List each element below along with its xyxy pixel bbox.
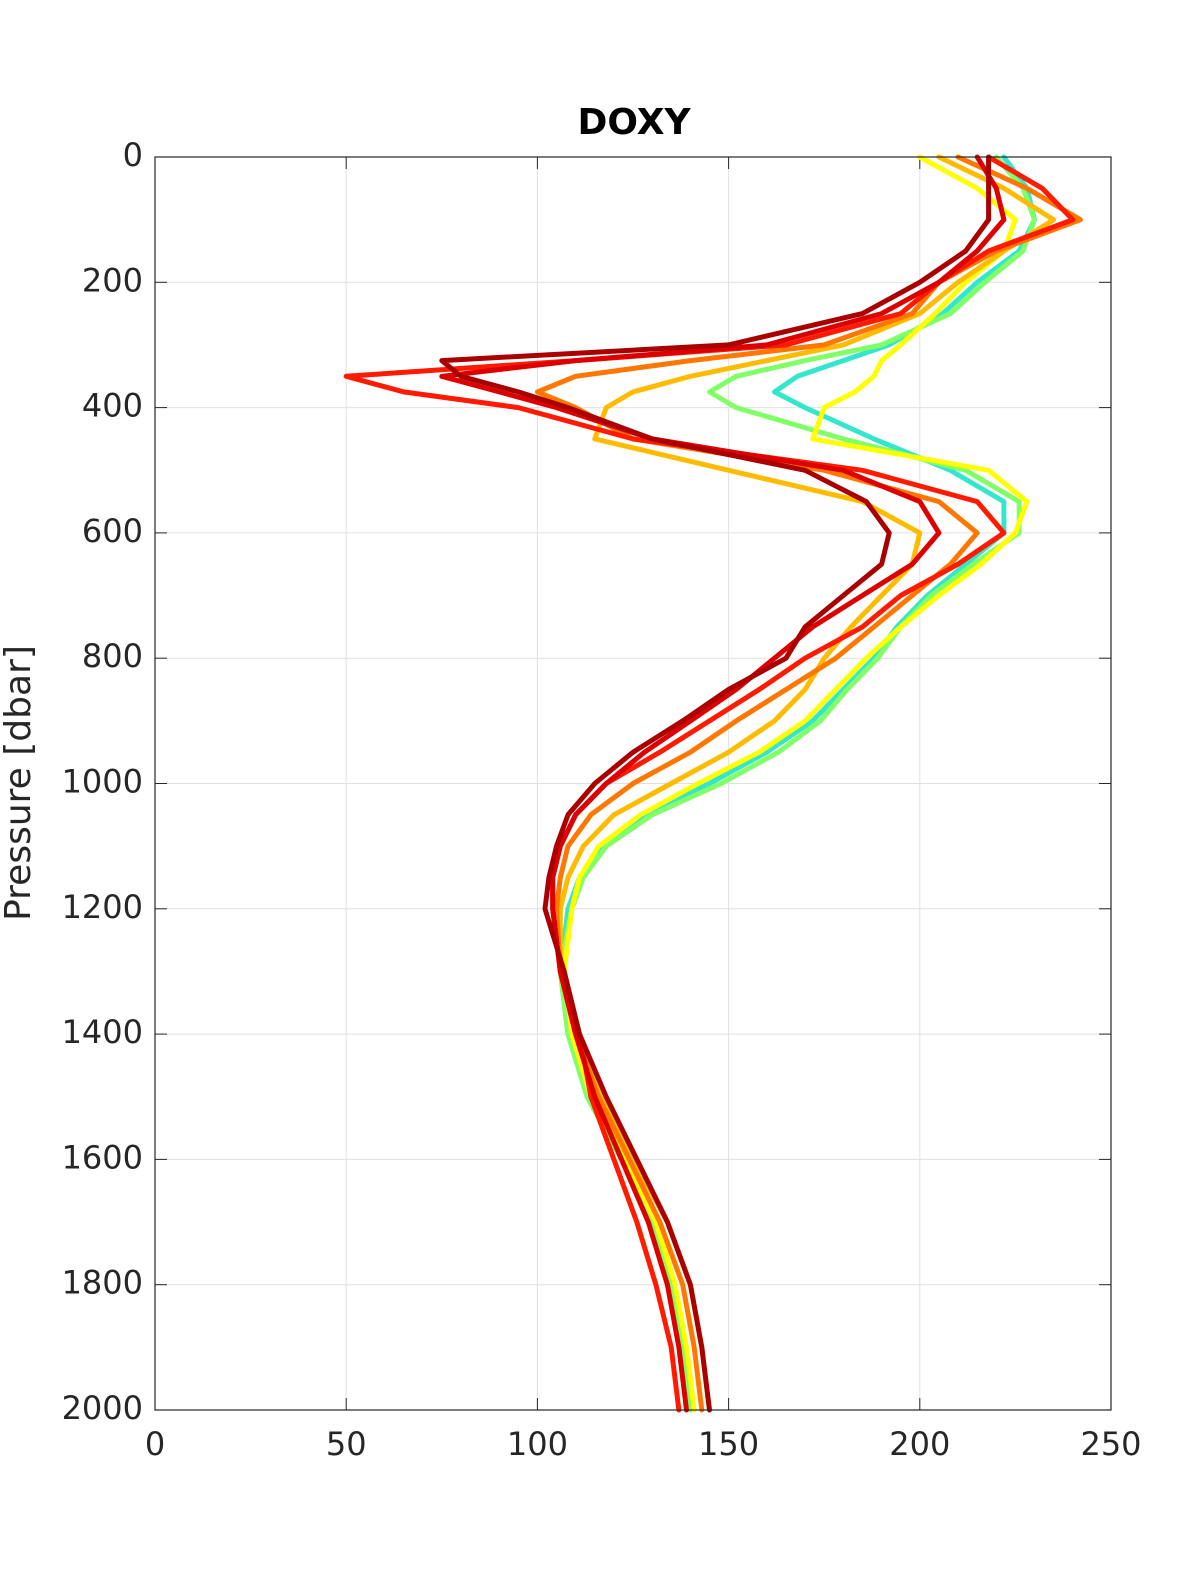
y-tick-label: 600 xyxy=(82,512,143,550)
plot-frame xyxy=(154,156,1112,1411)
y-tick-label: 800 xyxy=(82,637,143,675)
y-tick-label: 2000 xyxy=(62,1389,143,1427)
y-axis-label: Pressure [dbar] xyxy=(0,645,39,921)
y-tick-label: 1600 xyxy=(62,1138,143,1176)
x-tick-label: 50 xyxy=(326,1425,367,1463)
profile-line xyxy=(439,154,992,1413)
x-tick-label: 100 xyxy=(507,1425,568,1463)
x-tick-label: 250 xyxy=(1080,1425,1141,1463)
y-tick-label: 1400 xyxy=(62,1013,143,1051)
y-tick-label: 0 xyxy=(123,136,143,174)
chart-title: DOXY xyxy=(577,102,691,143)
y-tick-label: 1200 xyxy=(62,888,143,926)
y-tick-label: 400 xyxy=(82,387,143,425)
profile-line xyxy=(561,154,1030,1413)
y-tick-label: 1000 xyxy=(62,763,143,801)
x-tick-label: 200 xyxy=(889,1425,950,1463)
y-tick-label: 1800 xyxy=(62,1264,143,1302)
y-tick-label: 200 xyxy=(82,261,143,299)
x-tick-label: 0 xyxy=(145,1425,165,1463)
profile-line xyxy=(439,154,1007,1413)
x-tick-label: 150 xyxy=(698,1425,759,1463)
